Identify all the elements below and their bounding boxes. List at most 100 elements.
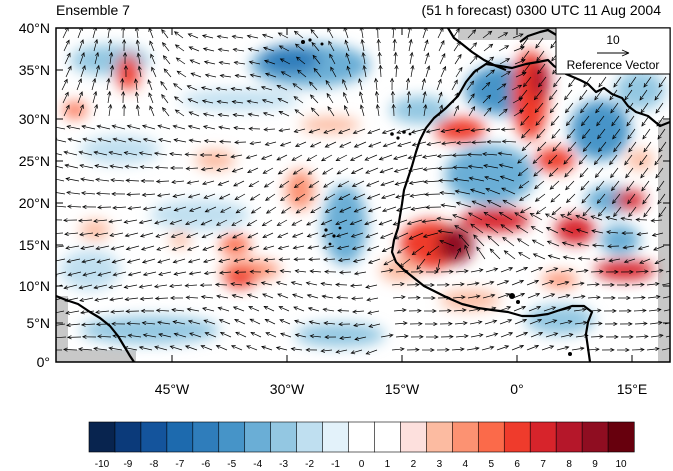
wind-vector-arrowhead	[79, 232, 84, 237]
wind-vector-arrowhead	[393, 51, 398, 57]
wind-vector-arrowhead	[279, 58, 285, 63]
wind-vector-arrowhead	[610, 186, 616, 192]
wind-vector-arrowhead	[265, 209, 271, 214]
wind-vector-arrowhead	[582, 147, 588, 153]
wind-vector-arrowhead	[232, 112, 238, 118]
wind-vector-arrowhead	[430, 347, 435, 353]
wind-vector-arrowhead	[418, 321, 423, 326]
wind-vector	[174, 206, 187, 211]
wind-vector-arrowhead	[187, 319, 193, 324]
wind-vector-arrowhead	[625, 173, 630, 179]
wind-vector-arrowhead	[187, 194, 193, 199]
wind-vector-arrowhead	[639, 96, 644, 101]
wind-vector	[515, 267, 528, 273]
wind-vector	[56, 245, 65, 248]
wind-vector-arrowhead	[79, 91, 83, 96]
wind-vector	[497, 32, 508, 39]
wind-vector-arrowhead	[330, 66, 335, 72]
wind-vector-arrowhead	[501, 187, 506, 192]
wind-vector	[497, 96, 507, 104]
wind-vector	[265, 141, 277, 146]
wind-vector	[188, 33, 199, 39]
wind-vector-arrowhead	[607, 244, 612, 249]
wind-vector	[536, 128, 546, 139]
wind-vector	[380, 334, 393, 338]
wind-vector	[633, 310, 647, 312]
wind-vector	[79, 151, 93, 156]
wind-vector-arrowhead	[441, 141, 446, 146]
wind-vector-arrowhead	[505, 293, 511, 298]
wind-vector-arrowhead	[186, 307, 192, 312]
wind-vector	[246, 154, 258, 159]
wind-vector-arrowhead	[549, 95, 554, 101]
wind-vector	[232, 101, 244, 104]
wind-vector	[308, 258, 321, 260]
wind-vector	[440, 66, 446, 78]
wind-vector-arrowhead	[534, 184, 539, 190]
wind-vector	[108, 104, 112, 117]
wind-vector	[176, 57, 186, 65]
wind-vector	[140, 166, 154, 169]
wind-vector-arrowhead	[66, 259, 71, 264]
wind-vector-arrowhead	[537, 69, 542, 75]
wind-vector	[337, 245, 350, 249]
wind-vector-arrowhead	[352, 195, 358, 200]
wind-vector-arrowhead	[80, 310, 85, 315]
wind-vector-arrowhead	[231, 34, 237, 39]
wind-vector	[219, 319, 231, 325]
wind-vector-arrowhead	[534, 108, 539, 114]
wind-vector-arrowhead	[455, 201, 461, 206]
wind-vector	[112, 206, 127, 209]
wind-vector-arrowhead	[501, 139, 507, 144]
wind-vector-arrowhead	[596, 121, 601, 127]
wind-vector-arrowhead	[504, 280, 510, 285]
colorbar-label: 8	[566, 459, 572, 470]
wind-vector	[532, 239, 545, 247]
colorbar: -10 -9 -8 -7 -6 -5 -4 -3 -2 -1 0 1 2 3 4 5 6 7 8 9 10	[88, 421, 635, 470]
wind-vector	[500, 332, 513, 338]
wind-vector	[542, 293, 555, 299]
wind-vector	[453, 309, 467, 312]
wind-vector-arrowhead	[323, 196, 329, 201]
wind-vector-arrowhead	[464, 269, 469, 274]
wind-vector-arrowhead	[230, 282, 235, 287]
wind-vector	[295, 270, 307, 273]
wind-vector	[563, 154, 573, 165]
wind-vector	[56, 205, 67, 208]
wind-vector	[441, 128, 456, 132]
wind-vector	[65, 245, 80, 249]
wind-vector-arrowhead	[374, 90, 379, 96]
wind-vector	[646, 283, 659, 286]
wind-vector-arrowhead	[521, 146, 527, 152]
colorbar-swatch	[88, 421, 116, 453]
wind-vector-arrowhead	[51, 177, 55, 180]
wind-vector-arrowhead	[599, 334, 604, 339]
wind-vector-arrowhead	[424, 192, 429, 197]
wind-vector-arrowhead	[264, 141, 270, 146]
wind-vector	[453, 166, 469, 169]
wind-vector-arrowhead	[505, 58, 511, 63]
wind-vector-arrowhead	[231, 221, 237, 226]
wind-vector	[64, 151, 78, 156]
wind-vector	[481, 82, 491, 91]
wind-vector	[310, 94, 319, 104]
colorbar-swatch	[452, 421, 479, 453]
wind-vector	[520, 37, 529, 49]
wind-vector-arrowhead	[381, 130, 387, 134]
wind-vector-arrowhead	[138, 151, 144, 156]
wind-vector-arrowhead	[551, 134, 556, 139]
wind-vector-arrowhead	[624, 95, 629, 101]
wind-vector-arrowhead	[487, 235, 492, 240]
wind-vector-arrowhead	[531, 239, 537, 244]
wind-vector	[280, 193, 291, 201]
wind-vector	[106, 78, 110, 91]
wind-vector	[560, 214, 573, 221]
wind-vector-arrowhead	[294, 43, 300, 48]
wind-vector-arrowhead	[339, 335, 344, 341]
wind-vector	[128, 334, 142, 338]
wind-vector-arrowhead	[503, 108, 508, 113]
wind-vector-arrowhead	[415, 347, 420, 352]
wind-vector-arrowhead	[187, 33, 193, 38]
wind-vector-arrowhead	[313, 67, 318, 73]
wind-vector-arrowhead	[436, 216, 442, 221]
